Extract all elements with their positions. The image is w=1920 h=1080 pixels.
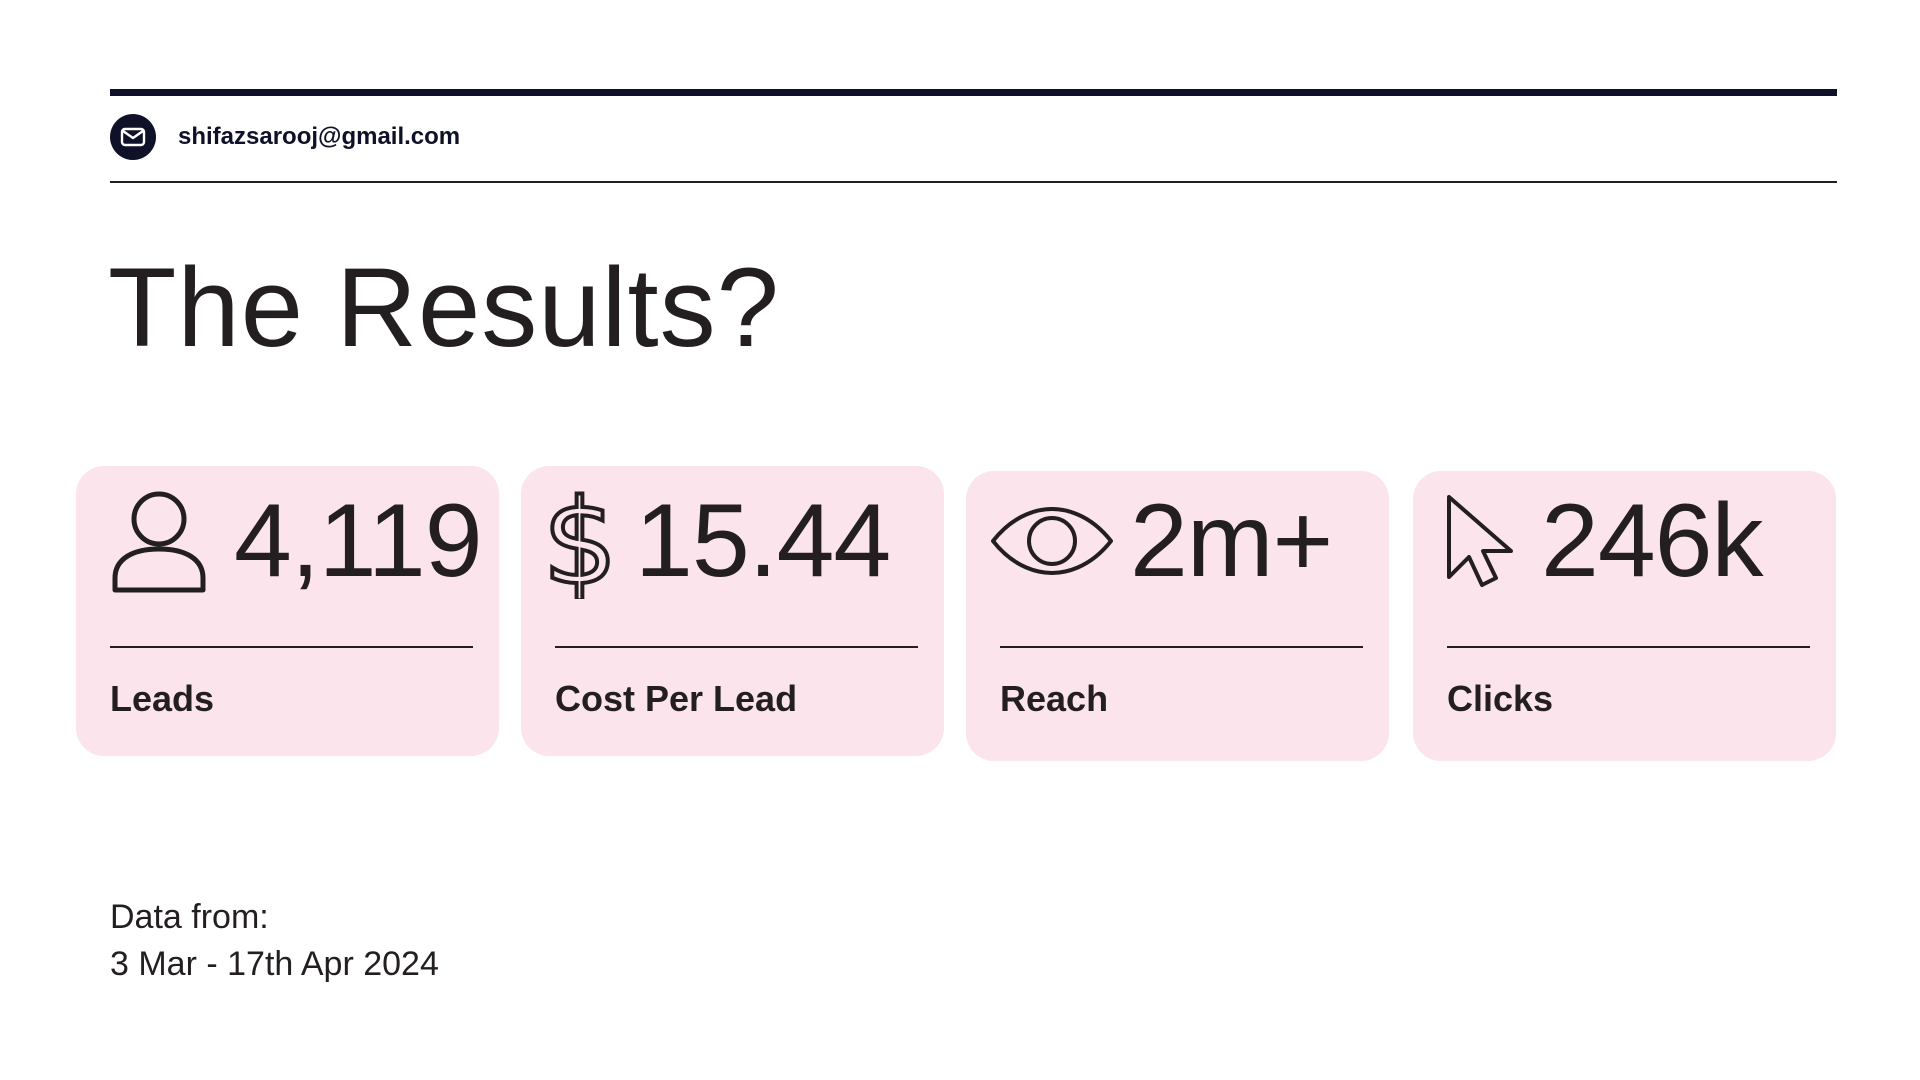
top-rule — [110, 89, 1837, 96]
envelope-icon — [110, 114, 156, 160]
metric-row: $ 15.44 — [521, 466, 944, 616]
metric-label: Reach — [1000, 678, 1109, 719]
data-range-heading: Data from: — [110, 898, 269, 936]
svg-text:$: $ — [547, 483, 613, 599]
metric-divider — [110, 646, 473, 648]
data-range-note: Data from: 3 Mar - 17th Apr 2024 — [110, 894, 439, 988]
metric-divider — [1447, 646, 1810, 648]
metric-value: 2m+ — [1130, 483, 1333, 599]
email-link[interactable]: shifazsarooj@gmail.com — [178, 123, 461, 150]
contact-row: shifazsarooj@gmail.com — [110, 114, 460, 160]
metric-value: 4,119 — [234, 483, 483, 599]
metric-divider — [555, 646, 918, 648]
metric-label: Cost Per Lead — [555, 678, 798, 719]
metric-card-leads: 4,119 Leads — [76, 466, 499, 756]
metric-card-reach: 2m+ Reach — [966, 471, 1389, 761]
data-range-dates: 3 Mar - 17th Apr 2024 — [110, 945, 439, 983]
metric-label: Clicks — [1447, 678, 1554, 719]
metric-divider — [1000, 646, 1363, 648]
metric-label: Leads — [110, 678, 215, 719]
metric-card-clicks: 246k Clicks — [1413, 471, 1836, 761]
metric-row: 246k — [1413, 466, 1836, 616]
eye-icon — [990, 506, 1114, 576]
header-divider — [110, 181, 1837, 183]
metric-value: 246k — [1541, 483, 1764, 599]
metric-row: 2m+ — [966, 466, 1389, 616]
metric-row: 4,119 — [76, 466, 499, 616]
metric-card-cost-per-lead: $ 15.44 Cost Per Lead — [521, 466, 944, 756]
metric-value: 15.44 — [635, 483, 891, 599]
person-icon — [108, 486, 210, 596]
dollar-icon: $ — [547, 483, 613, 599]
page-title: The Results? — [108, 245, 780, 370]
cursor-icon — [1445, 493, 1517, 589]
